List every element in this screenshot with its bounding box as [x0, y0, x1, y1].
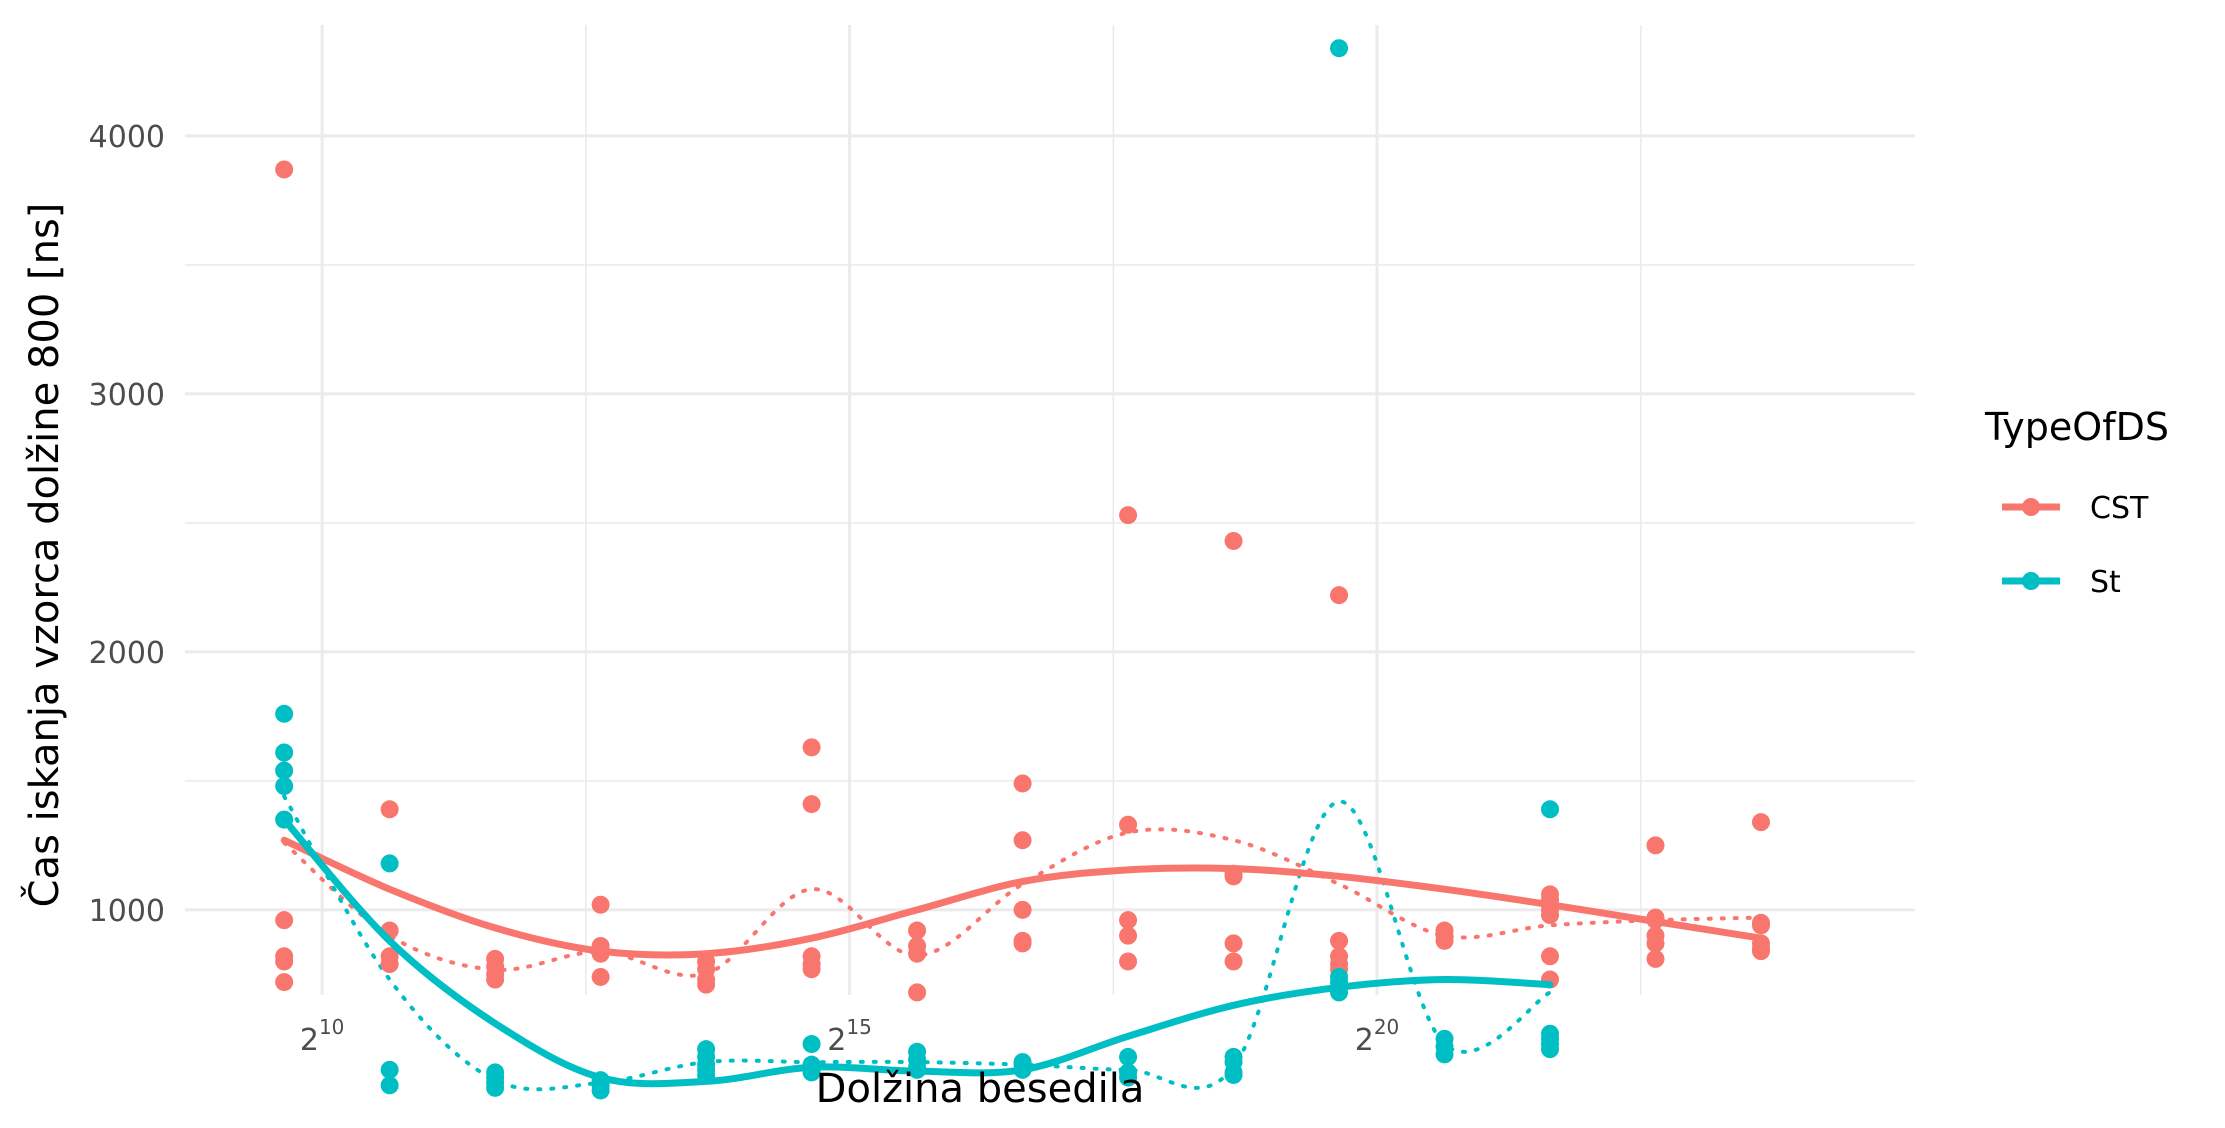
- data-point-cst: [275, 911, 294, 930]
- data-point-cst: [1119, 815, 1138, 834]
- data-point-cst: [1646, 949, 1665, 968]
- y-tick-label: 1000: [89, 894, 165, 929]
- data-point-st: [275, 777, 294, 796]
- data-point-cst: [1119, 506, 1138, 525]
- data-point-cst: [802, 738, 821, 757]
- data-point-st: [275, 761, 294, 780]
- x-tick-label: 210: [300, 1015, 345, 1058]
- data-point-cst: [380, 800, 399, 819]
- smooth-lines: [280, 816, 1765, 1088]
- x-tick-label: 220: [1355, 1015, 1400, 1058]
- x-tick-label: 215: [827, 1015, 872, 1058]
- data-point-cst: [275, 952, 294, 971]
- x-tick-exponent: 10: [319, 1015, 344, 1039]
- x-axis-title: Dolžina besedila: [816, 1066, 1145, 1112]
- data-point-cst: [591, 967, 610, 986]
- smooth-line-st: [280, 816, 1554, 1088]
- data-point-cst: [1224, 531, 1243, 550]
- data-point-cst: [908, 983, 927, 1002]
- data-point-cst: [1751, 916, 1770, 935]
- data-point-cst: [1013, 900, 1032, 919]
- data-point-st: [380, 1076, 399, 1095]
- legend-key-point-cst: [2022, 498, 2040, 516]
- x-tick-labels: 210 215 220: [300, 1015, 1399, 1058]
- y-tick-label: 2000: [89, 636, 165, 671]
- data-point-st: [1541, 1040, 1560, 1059]
- data-point-cst: [1224, 952, 1243, 971]
- data-point-st: [1119, 1047, 1138, 1066]
- y-tick-label: 3000: [89, 378, 165, 413]
- legend-key-point-st: [2022, 572, 2040, 590]
- data-point-cst: [275, 973, 294, 992]
- data-point-cst: [802, 960, 821, 979]
- data-point-cst: [908, 944, 927, 963]
- data-point-cst: [908, 921, 927, 940]
- legend-items: CST St: [2002, 491, 2149, 600]
- data-point-cst: [1013, 831, 1032, 850]
- data-point-cst: [275, 160, 294, 179]
- y-tick-labels: 1000 2000 3000 4000: [89, 120, 165, 929]
- legend-title: TypeOfDS: [1984, 405, 2169, 449]
- data-point-cst: [1119, 926, 1138, 945]
- data-point-cst: [1541, 947, 1560, 966]
- data-point-cst: [1751, 942, 1770, 961]
- data-point-cst: [1646, 934, 1665, 953]
- data-point-cst: [591, 895, 610, 914]
- gridlines: [185, 25, 1915, 995]
- x-tick-exponent: 15: [846, 1015, 871, 1039]
- data-point-st: [275, 743, 294, 762]
- data-point-cst: [697, 975, 716, 994]
- data-point-cst: [802, 795, 821, 814]
- x-tick-base: 2: [1355, 1023, 1374, 1058]
- data-point-st: [380, 854, 399, 873]
- data-point-st: [802, 1035, 821, 1054]
- data-point-cst: [1119, 911, 1138, 930]
- data-point-cst: [1330, 931, 1349, 950]
- legend-label-st: St: [2090, 565, 2121, 600]
- data-point-cst: [1013, 774, 1032, 793]
- x-tick-base: 2: [300, 1023, 319, 1058]
- data-point-cst: [380, 955, 399, 974]
- data-point-st: [1541, 800, 1560, 819]
- x-tick-base: 2: [827, 1023, 846, 1058]
- data-point-cst: [1013, 934, 1032, 953]
- y-axis-title: Čas iskanja vzorca dolžine 800 [ns]: [20, 203, 68, 908]
- smooth-line-cst: [280, 836, 1765, 959]
- y-tick-label: 4000: [89, 120, 165, 155]
- data-point-cst: [1119, 952, 1138, 971]
- data-point-cst: [1541, 906, 1560, 925]
- mean-line-cst: [282, 827, 1763, 978]
- data-point-cst: [486, 970, 505, 989]
- data-point-st: [1435, 1045, 1454, 1064]
- data-point-st: [486, 1078, 505, 1097]
- data-point-st: [1119, 1068, 1138, 1087]
- data-point-cst: [1224, 934, 1243, 953]
- data-point-st: [1224, 1065, 1243, 1084]
- data-point-st: [591, 1081, 610, 1100]
- data-point-st: [1330, 39, 1349, 58]
- x-tick-exponent: 20: [1374, 1015, 1399, 1039]
- data-point-cst: [1751, 813, 1770, 832]
- data-point-cst: [1646, 836, 1665, 855]
- data-points: [275, 39, 1770, 1100]
- data-point-st: [380, 1060, 399, 1079]
- data-point-st: [275, 704, 294, 723]
- legend: TypeOfDS CST St: [1984, 405, 2169, 600]
- data-point-cst: [1435, 931, 1454, 950]
- legend-label-cst: CST: [2090, 491, 2149, 526]
- data-point-cst: [1330, 586, 1349, 605]
